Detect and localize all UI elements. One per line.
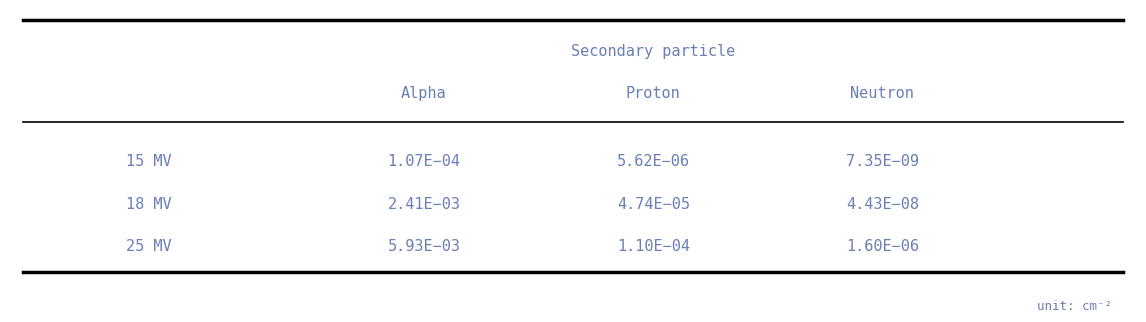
Text: Secondary particle: Secondary particle xyxy=(571,43,736,59)
Text: 7.35E−09: 7.35E−09 xyxy=(846,154,919,169)
Text: Alpha: Alpha xyxy=(401,86,447,101)
Text: 4.74E−05: 4.74E−05 xyxy=(617,196,690,212)
Text: 4.43E−08: 4.43E−08 xyxy=(846,196,919,212)
Text: 1.60E−06: 1.60E−06 xyxy=(846,239,919,254)
Text: 15 MV: 15 MV xyxy=(126,154,172,169)
Text: 2.41E−03: 2.41E−03 xyxy=(387,196,461,212)
Text: 5.93E−03: 5.93E−03 xyxy=(387,239,461,254)
Text: 1.10E−04: 1.10E−04 xyxy=(617,239,690,254)
Text: 25 MV: 25 MV xyxy=(126,239,172,254)
Text: 18 MV: 18 MV xyxy=(126,196,172,212)
Text: 5.62E−06: 5.62E−06 xyxy=(617,154,690,169)
Text: Neutron: Neutron xyxy=(850,86,915,101)
Text: unit: cm⁻²: unit: cm⁻² xyxy=(1037,299,1112,313)
Text: 1.07E−04: 1.07E−04 xyxy=(387,154,461,169)
Text: Proton: Proton xyxy=(626,86,681,101)
